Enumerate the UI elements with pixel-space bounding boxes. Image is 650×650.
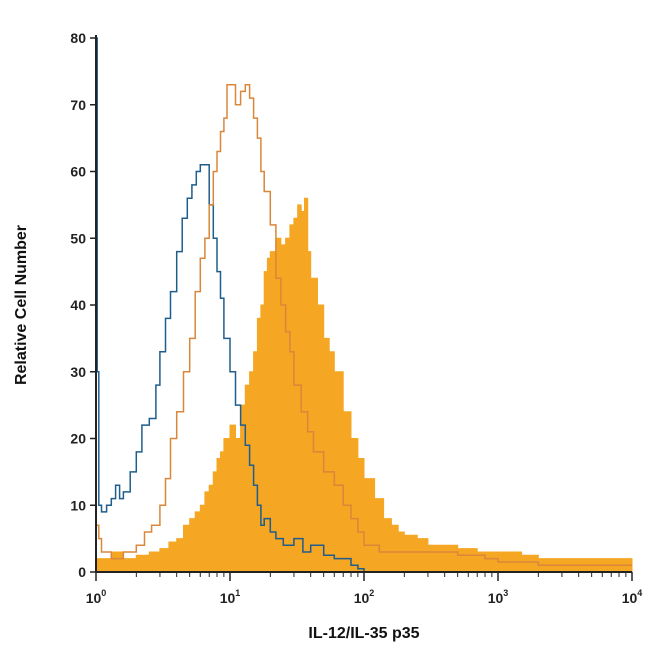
filled-histogram (95, 197, 633, 573)
y-tick-label: 30 (70, 364, 86, 380)
x-axis-title: IL-12/IL-35 p35 (308, 625, 419, 642)
x-tick-label: 102 (354, 588, 375, 606)
y-tick-label: 70 (70, 97, 86, 113)
series-layer (95, 37, 633, 573)
y-tick-label: 10 (70, 497, 86, 513)
x-tick-label: 101 (220, 588, 241, 606)
x-tick-label: 104 (622, 588, 643, 606)
x-tick-label: 103 (488, 588, 509, 606)
x-tick-label: 100 (86, 588, 107, 606)
y-tick-label: 80 (70, 30, 86, 46)
outline-histogram-2 (96, 83, 632, 567)
y-tick-label: 0 (78, 564, 86, 580)
y-tick-label: 50 (70, 230, 86, 246)
y-tick-label: 40 (70, 297, 86, 313)
y-tick-label: 60 (70, 164, 86, 180)
y-tick-label: 20 (70, 431, 86, 447)
ticks-layer: 0 10 20 30 40 50 60 70 80 100 101 102 103 104 (70, 30, 642, 606)
y-axis-title: Relative Cell Number (13, 225, 30, 385)
